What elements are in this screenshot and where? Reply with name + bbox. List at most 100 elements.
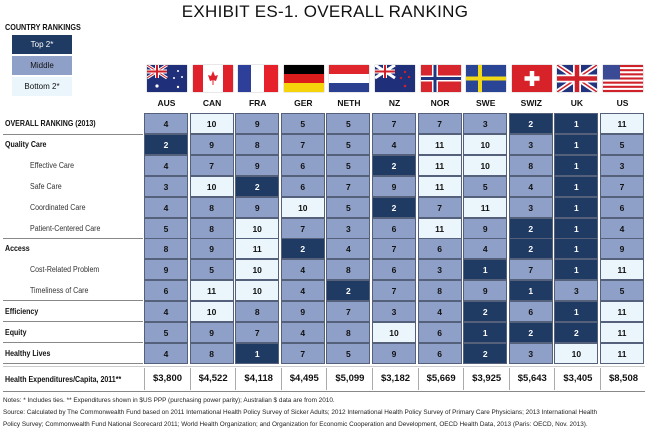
rank-cell: 5 — [326, 154, 371, 176]
rank-cell: 7 — [326, 175, 371, 197]
expenditure-value: $4,495 — [280, 368, 327, 390]
rank-cell: 7 — [280, 133, 325, 155]
rank-cell: 2 — [326, 280, 371, 302]
row-label: Quality Care — [5, 139, 47, 149]
rank-cell: 7 — [417, 196, 462, 218]
expenditure-value: $4,522 — [189, 368, 236, 390]
rank-cell: 4 — [280, 259, 325, 281]
rank-cell: 8 — [189, 217, 234, 239]
rank-cell: 1 — [508, 280, 553, 302]
rank-cell: 5 — [326, 113, 371, 134]
rank-cell: 4 — [144, 196, 188, 218]
rank-cell: 11 — [189, 280, 234, 302]
rank-cell: 7 — [372, 238, 416, 260]
legend-item-middle: Middle — [12, 56, 72, 75]
country-label: FRA — [248, 98, 267, 108]
rank-cell: 1 — [554, 113, 599, 134]
rank-cell: 6 — [417, 322, 462, 343]
flag-nor-icon — [420, 65, 461, 92]
legend-title: COUNTRY RANKINGS — [5, 22, 81, 32]
country-label: GER — [294, 98, 313, 108]
rank-cell: 5 — [280, 113, 325, 134]
row-divider — [3, 300, 143, 301]
flag-fra-icon — [238, 65, 279, 92]
row-label: Healthy Lives — [5, 348, 51, 358]
rank-cell: 11 — [235, 238, 280, 260]
rank-cell: 8 — [144, 238, 188, 260]
country-label: CAN — [202, 98, 222, 108]
expenditure-value: $4,118 — [235, 368, 281, 390]
rank-cell: 1 — [235, 342, 280, 364]
country-label: AUS — [157, 98, 176, 108]
row-label: Coordinated Care — [30, 202, 86, 212]
row-label: Patient-Centered Care — [30, 223, 101, 233]
rank-cell: 7 — [189, 154, 234, 176]
note-line: Source: Calculated by The Commonwealth F… — [3, 409, 598, 416]
rank-cell: 10 — [372, 322, 416, 343]
rank-cell: 3 — [554, 280, 599, 302]
expenditure-value: $3,925 — [463, 368, 509, 390]
row-label: Effective Care — [30, 160, 75, 170]
rank-cell: 8 — [326, 322, 371, 343]
expenditure-value: $5,669 — [417, 368, 464, 390]
flag-uk-icon — [555, 62, 599, 95]
rank-cell: 7 — [372, 113, 416, 134]
legend-item-top-2: Top 2* — [12, 35, 72, 54]
country-label: NZ — [388, 98, 401, 108]
flag-aus-icon — [146, 63, 187, 92]
rank-cell: 11 — [417, 133, 462, 155]
rank-cell: 10 — [463, 133, 508, 155]
country-label: NOR — [430, 98, 450, 108]
flag-neth-icon — [329, 65, 370, 92]
row-label: Cost-Related Problem — [30, 265, 100, 275]
rank-cell: 5 — [144, 217, 188, 239]
country-label: US — [616, 98, 629, 108]
rank-cell: 4 — [463, 238, 508, 260]
rank-cell: 1 — [554, 154, 599, 176]
row-label: Access — [5, 244, 30, 254]
rank-cell: 6 — [372, 259, 416, 281]
page-title: EXHIBIT ES-1. OVERALL RANKING — [181, 2, 469, 21]
rank-cell: 1 — [554, 133, 599, 155]
flag-ger-icon — [283, 65, 324, 92]
rank-cell: 3 — [508, 342, 553, 364]
rank-cell: 2 — [508, 322, 553, 343]
flag-nz-icon — [374, 63, 415, 92]
rank-cell: 11 — [417, 154, 462, 176]
rank-cell: 8 — [326, 259, 371, 281]
rank-cell: 9 — [463, 280, 508, 302]
expenditure-value: $3,182 — [372, 368, 418, 390]
rank-cell: 10 — [189, 113, 234, 134]
rank-cell: 5 — [326, 133, 371, 155]
legend-item-bottom-2: Bottom 2* — [12, 77, 72, 96]
rank-cell: 5 — [463, 175, 508, 197]
row-divider — [3, 342, 143, 343]
rank-cell: 10 — [235, 259, 280, 281]
rank-cell: 6 — [417, 238, 462, 260]
table-bottom-line — [3, 391, 645, 392]
country-label: SWE — [476, 98, 496, 108]
rank-cell: 6 — [417, 342, 462, 364]
rank-cell: 1 — [463, 322, 508, 343]
rank-cell: 5 — [144, 322, 188, 343]
flag-us-icon — [603, 65, 643, 92]
expenditure-label: Health Expenditures/Capita, 2011** — [5, 375, 122, 384]
rank-cell: 2 — [508, 113, 553, 134]
rank-cell: 10 — [189, 175, 234, 197]
table-line — [3, 366, 645, 367]
rank-cell: 3 — [326, 217, 371, 239]
rank-cell: 1 — [554, 217, 599, 239]
rank-cell: 2 — [508, 238, 553, 260]
rank-cell: 2 — [144, 133, 188, 155]
row-label: Equity — [5, 328, 27, 337]
rank-cell: 2 — [463, 301, 508, 323]
rank-cell: 7 — [417, 113, 462, 134]
country-label: SWIZ — [520, 98, 542, 108]
rank-cell: 3 — [508, 133, 553, 155]
rank-cell: 8 — [189, 196, 234, 218]
country-label: UK — [570, 98, 584, 108]
expenditure-value: $5,643 — [508, 368, 555, 390]
rank-cell: 11 — [417, 217, 462, 239]
rank-cell: 8 — [508, 154, 553, 176]
